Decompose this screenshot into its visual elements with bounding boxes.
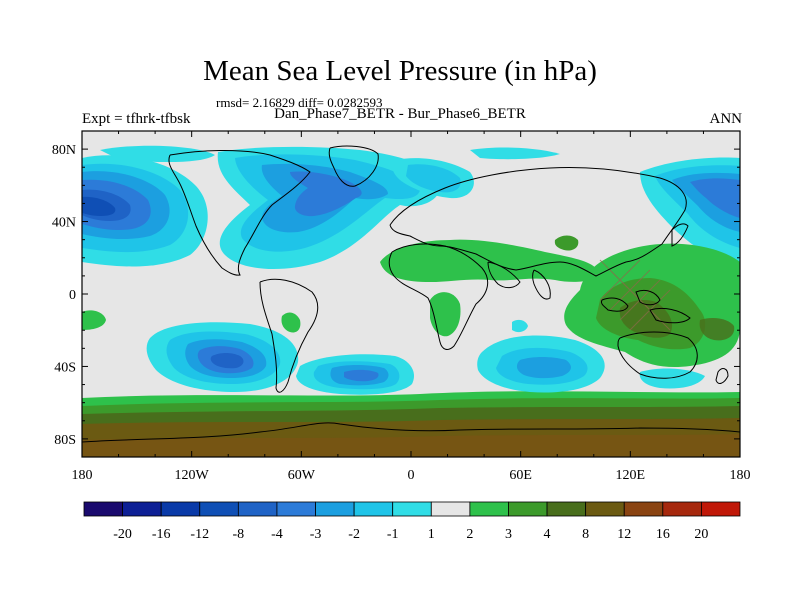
chart-subtitle: Dan_Phase7_BETR - Bur_Phase6_BETR: [274, 106, 526, 122]
coastlines: [82, 145, 740, 443]
indian-ocean-low: [477, 335, 605, 393]
eurasia-high-core: [554, 235, 579, 251]
chart-title: Mean Sea Level Pressure (in hPa): [203, 55, 597, 87]
x-tick-label: 120E: [616, 468, 646, 483]
colorbar-swatch: [122, 501, 162, 517]
colorbar-swatch: [430, 501, 471, 517]
south-america-high: [281, 312, 301, 333]
arctic-low-patch-2: [470, 147, 560, 160]
colorbar-label: -3: [310, 527, 322, 542]
colorbar-swatch: [315, 501, 355, 517]
colorbar-label: 2: [466, 527, 473, 542]
south-pacific-low: [146, 322, 299, 392]
colorbar-label: 3: [505, 527, 512, 542]
africa-high: [430, 292, 461, 337]
colorbar-swatch: [160, 501, 201, 517]
x-tick-label: 180: [730, 468, 751, 483]
axis-ticks: 180 120W 60W 0 60E 120E 180 80N 40N 0 40S 80S: [52, 131, 751, 483]
colorbar-label: -16: [152, 527, 171, 542]
colorbar-swatch: [353, 501, 394, 517]
colorbar-swatch: [392, 501, 432, 517]
small-low-patch: [512, 319, 528, 333]
colorbar-swatch: [237, 501, 278, 517]
x-tick-label: 120W: [175, 468, 210, 483]
colorbar-label: -20: [113, 527, 132, 542]
colorbar-swatch: [701, 501, 741, 517]
colorbar-label: 20: [694, 527, 708, 542]
indo-pacific-high: [564, 243, 740, 368]
colorbar-swatch: [623, 501, 664, 517]
southeast-pacific-low: [639, 368, 705, 389]
east-pacific-high: [82, 310, 106, 330]
colorbar-label: 4: [544, 527, 551, 542]
colorbar-label: -4: [271, 527, 283, 542]
y-tick-label: 80N: [52, 143, 76, 158]
colorbar-swatch: [546, 501, 587, 517]
colorbar-swatch: [199, 501, 239, 517]
experiment-label: Expt = tfhrk-tfbsk: [82, 111, 191, 127]
colorbar-swatch: [508, 501, 548, 517]
colorbar-swatch: [469, 501, 509, 517]
north-pacific-low: [82, 155, 208, 267]
x-tick-label: 60W: [288, 468, 316, 483]
colorbar-label: 1: [428, 527, 435, 542]
colorbar-label: -12: [190, 527, 209, 542]
y-tick-label: 0: [69, 288, 76, 303]
colorbar-label: 8: [582, 527, 589, 542]
stats-text: rmsd= 2.16829 diff= 0.0282593: [216, 95, 383, 110]
season-label: ANN: [709, 111, 743, 127]
colorbar-swatch: [83, 501, 123, 517]
colorbar-swatch: [585, 501, 625, 517]
y-tick-label: 40S: [54, 360, 76, 375]
colorbar: -20 -16 -12 -8 -4 -3 -2 -1 1 2 3 4 8 12 16 20: [83, 501, 741, 542]
colorbar-label: -8: [233, 527, 245, 542]
x-tick-label: 0: [408, 468, 415, 483]
y-tick-label: 80S: [54, 433, 76, 448]
colorbar-label: 16: [656, 527, 670, 542]
colorbar-label: -2: [348, 527, 360, 542]
x-tick-label: 60E: [509, 468, 532, 483]
colorbar-label: -1: [387, 527, 399, 542]
pressure-difference-map: [82, 131, 740, 457]
north-atlantic-low: [217, 146, 474, 270]
antarctic-high: [82, 391, 740, 457]
colorbar-swatch: [276, 501, 316, 517]
colorbar-label: 12: [617, 527, 631, 542]
colorbar-swatch: [662, 501, 702, 517]
y-tick-label: 40N: [52, 216, 76, 231]
arctic-low-patch: [100, 145, 215, 163]
x-tick-label: 180: [72, 468, 93, 483]
south-atlantic-low: [296, 354, 415, 395]
